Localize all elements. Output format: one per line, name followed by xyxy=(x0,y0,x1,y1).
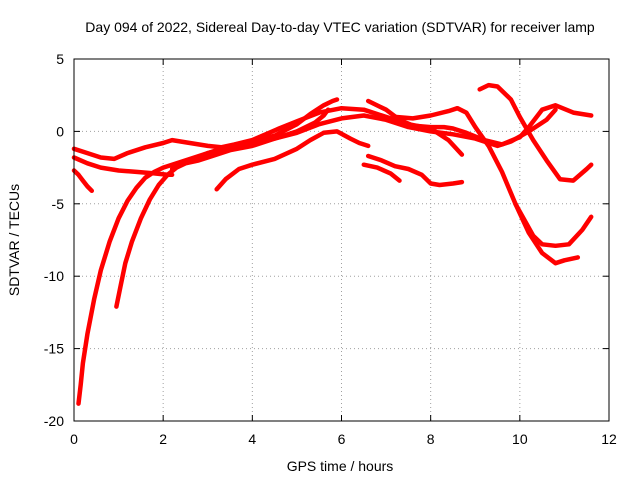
x-tick-label: 8 xyxy=(427,431,435,447)
series-trace-5 xyxy=(71,105,465,162)
series-trace-1 xyxy=(71,168,95,194)
x-tick-label: 4 xyxy=(248,431,256,447)
y-tick-label: 0 xyxy=(56,123,64,139)
x-axis-label: GPS time / hours xyxy=(287,458,394,474)
x-tick-label: 6 xyxy=(338,431,346,447)
y-tick-label: -20 xyxy=(44,413,64,429)
series-trace-11 xyxy=(365,153,465,188)
x-tick-label: 12 xyxy=(601,431,617,447)
x-tick-label: 0 xyxy=(70,431,78,447)
series-trace-10 xyxy=(361,162,402,183)
plot-frame xyxy=(73,58,610,422)
series-trace-12 xyxy=(477,82,594,183)
data-series xyxy=(71,82,594,406)
series-trace-7 xyxy=(214,129,371,192)
y-tick-label: -5 xyxy=(52,196,65,212)
y-tick-label: 5 xyxy=(56,51,64,67)
y-axis-label: SDTVAR / TECUs xyxy=(6,184,22,296)
y-tick-label: -10 xyxy=(44,268,64,284)
series-trace-4 xyxy=(114,107,331,309)
x-tick-label: 10 xyxy=(512,431,528,447)
series-trace-8 xyxy=(365,98,594,147)
y-tick-label: -15 xyxy=(44,341,64,357)
series-trace-9 xyxy=(392,105,581,266)
series-trace-13 xyxy=(513,201,594,249)
x-tick-label: 2 xyxy=(159,431,167,447)
chart-title: Day 094 of 2022, Sidereal Day-to-day VTE… xyxy=(85,19,595,35)
grid xyxy=(74,59,609,421)
